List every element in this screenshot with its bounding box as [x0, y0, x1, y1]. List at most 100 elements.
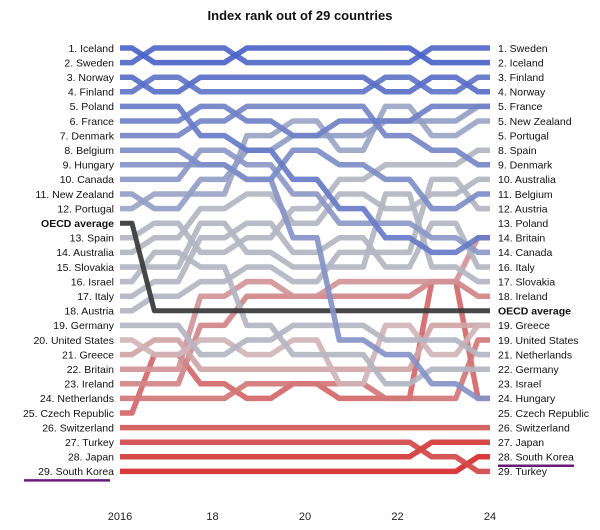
left-label: 21. Greece: [62, 349, 114, 361]
left-label: 19. Germany: [53, 320, 114, 332]
right-label: 16. Italy: [498, 262, 536, 274]
left-label: 11. New Zealand: [35, 189, 114, 201]
right-label: 18. Ireland: [498, 291, 548, 303]
x-tick-label: 24: [484, 511, 496, 523]
left-label: 25. Czech Republic: [23, 408, 114, 420]
series-line-czech-republic: [120, 278, 490, 416]
right-label: 22. Germany: [498, 364, 559, 376]
series-line-italy: [120, 220, 490, 299]
left-label: 23. Ireland: [64, 379, 114, 391]
series-line-japan: [120, 439, 490, 460]
left-label: 28. Japan: [68, 452, 114, 464]
series-line-spain: [120, 147, 490, 256]
right-label: 9. Denmark: [498, 160, 553, 172]
series-line-canada: [120, 147, 490, 256]
left-label: 4. Finland: [68, 87, 114, 99]
series-line-germany: [120, 322, 490, 358]
right-label: 1. Sweden: [498, 43, 548, 55]
right-label: 21. Netherlands: [498, 349, 572, 361]
series-line-hungary: [120, 162, 490, 402]
right-label: 4. Norway: [498, 87, 546, 99]
left-label: 20. United States: [33, 335, 114, 347]
right-rank-labels: 1. Sweden 2. Iceland 3. Finland 4. Norway 5.…: [498, 43, 589, 478]
left-label: 1. Iceland: [68, 43, 114, 55]
right-label: 19. Greece: [498, 320, 550, 332]
right-label: 19. United States: [498, 335, 579, 347]
series-line-sweden: [120, 45, 490, 66]
left-label: 10. Canada: [60, 174, 114, 186]
series-line-france: [120, 103, 490, 139]
right-label: 11. Belgium: [498, 189, 553, 201]
x-tick-label: 18: [206, 511, 218, 523]
series-line-australia: [120, 176, 490, 256]
left-label: 3. Norway: [67, 72, 115, 84]
left-label: 27. Turkey: [65, 437, 115, 449]
left-label: 2. Sweden: [64, 57, 114, 69]
highlight-underlines: [24, 464, 574, 482]
right-label: 2. Iceland: [498, 57, 544, 69]
left-label: 22. Britain: [67, 364, 114, 376]
left-label: 5. Poland: [70, 101, 115, 113]
left-label: 9. Hungary: [63, 160, 115, 172]
right-label: 5. France: [498, 101, 543, 113]
left-label: 24. Netherlands: [40, 393, 114, 405]
x-tick-label: 22: [391, 511, 403, 523]
series-lines: [120, 45, 490, 475]
right-label: 5. Portugal: [498, 130, 549, 142]
series-line-poland: [120, 103, 490, 256]
right-label: 27. Japan: [498, 437, 544, 449]
series-line-oecd-average: [120, 220, 490, 314]
left-label: 18. Austria: [64, 306, 114, 318]
series-line-greece: [120, 322, 490, 372]
series-line-slovakia: [120, 191, 490, 285]
right-label: 14. Canada: [498, 247, 552, 259]
right-label: 12. Austria: [498, 203, 548, 215]
x-tick-label: 2016: [108, 511, 132, 523]
right-label: 8. Spain: [498, 145, 537, 157]
right-label: 29. Turkey: [498, 466, 548, 478]
series-line-south-korea: [120, 454, 490, 475]
left-label: 14. Australia: [56, 247, 114, 259]
right-label: 28. South Korea: [498, 452, 574, 464]
left-label: OECD average: [41, 218, 114, 230]
left-label: 12. Portugal: [57, 203, 114, 215]
series-line-israel: [120, 249, 490, 387]
left-label: 26. Switzerland: [42, 422, 114, 434]
x-axis-ticks: 2016 18 20 22 24: [108, 511, 496, 523]
series-line-united-states: [120, 322, 490, 387]
right-label: 25. Czech Republic: [498, 408, 589, 420]
series-line-portugal: [120, 103, 490, 212]
chart-title: Index rank out of 29 countries: [208, 8, 393, 23]
series-line-turkey: [120, 439, 490, 475]
left-label: 16. Israel: [71, 276, 114, 288]
x-tick-label: 20: [299, 511, 311, 523]
series-line-denmark: [120, 103, 490, 168]
left-label: 7. Denmark: [60, 130, 115, 142]
right-label: 14. Britain: [498, 233, 545, 245]
series-line-austria: [120, 176, 490, 314]
left-label: 8. Belgium: [64, 145, 114, 157]
left-label: 17. Italy: [77, 291, 115, 303]
series-line-belgium: [120, 147, 490, 212]
series-line-finland: [120, 74, 490, 95]
right-label: 26. Switzerland: [498, 422, 570, 434]
series-line-britain: [120, 235, 490, 372]
left-label: 13. Spain: [70, 233, 115, 245]
series-line-iceland: [120, 45, 490, 66]
right-label: 17. Slovakia: [498, 276, 555, 288]
left-label: 29. South Korea: [38, 466, 114, 478]
left-label: 6. France: [70, 116, 115, 128]
right-label: 5. New Zealand: [498, 116, 572, 128]
right-label: 23. Israel: [498, 379, 541, 391]
series-line-netherlands: [120, 337, 490, 402]
series-line-norway: [120, 74, 490, 95]
left-rank-labels: 1. Iceland 2. Sweden 3. Norway 4. Finland 5.…: [23, 43, 115, 478]
left-label: 15. Slovakia: [57, 262, 114, 274]
right-label: 10. Australia: [498, 174, 556, 186]
right-label: 3. Finland: [498, 72, 544, 84]
right-label: 24. Hungary: [498, 393, 556, 405]
right-label: 13. Poland: [498, 218, 548, 230]
right-label: OECD average: [498, 306, 571, 318]
